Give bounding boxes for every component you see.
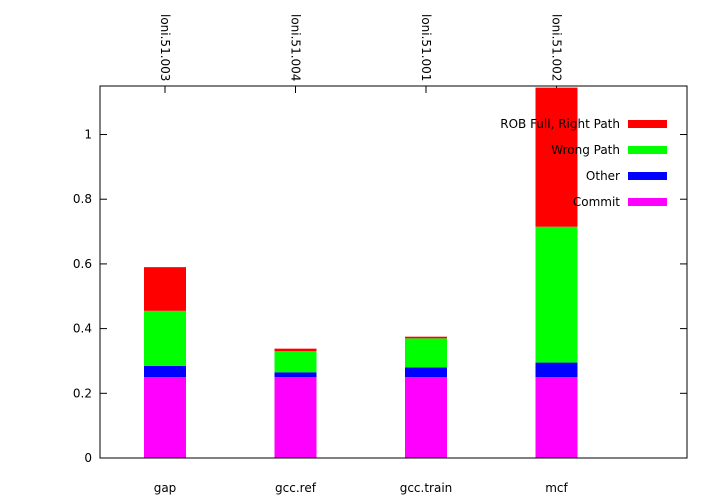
y-tick-label: 0: [84, 451, 92, 465]
x-top-label: loni.51.001: [419, 14, 433, 81]
legend-swatch: [628, 120, 667, 128]
bar-segment: [144, 267, 186, 311]
legend: ROB Full, Right Path Wrong Path Other Commi…: [500, 117, 667, 209]
legend-swatch: [628, 146, 667, 154]
bar-segment: [535, 377, 578, 458]
legend-label: Wrong Path: [551, 143, 620, 157]
x-category-label: gap: [154, 481, 177, 495]
y-tick-label: 1: [84, 128, 92, 142]
x-top-label: loni.51.003: [158, 14, 172, 81]
y-tick-label: 0.8: [73, 192, 92, 206]
bar-segment: [144, 310, 186, 366]
plot-area: 0 0.2 0.4 0.6 0.8 1 gap loni.51.003 gcc.ref loni.…: [73, 14, 687, 495]
bar-segment: [405, 338, 447, 368]
y-tick-label: 0.6: [73, 257, 92, 271]
bar-segment: [535, 87, 578, 227]
bar-segment: [144, 365, 186, 378]
y-tick-label: 0.2: [73, 386, 92, 400]
bar-segment: [274, 348, 317, 352]
bar-segment: [274, 372, 317, 378]
bar-segment: [405, 336, 447, 339]
bar-segment: [274, 377, 317, 458]
legend-label: Commit: [573, 195, 620, 209]
x-top-label: loni.51.002: [550, 14, 564, 81]
bar-segment: [405, 367, 447, 378]
bar-segment: [535, 362, 578, 378]
bar-segment: [144, 377, 186, 458]
bar-segment: [535, 226, 578, 363]
legend-label: ROB Full, Right Path: [500, 117, 620, 131]
legend-swatch: [628, 172, 667, 180]
legend-swatch: [628, 198, 667, 206]
x-top-label: loni.51.004: [289, 14, 303, 81]
x-category-label: gcc.ref: [275, 481, 317, 495]
plot-frame: [99, 85, 688, 459]
y-tick-label: 0.4: [73, 322, 92, 336]
bar-segment: [405, 377, 447, 458]
bars: [144, 87, 578, 458]
legend-label: Other: [586, 169, 620, 183]
x-category-label: gcc.train: [400, 481, 453, 495]
bar-segment: [274, 351, 317, 373]
x-category-label: mcf: [545, 481, 568, 495]
